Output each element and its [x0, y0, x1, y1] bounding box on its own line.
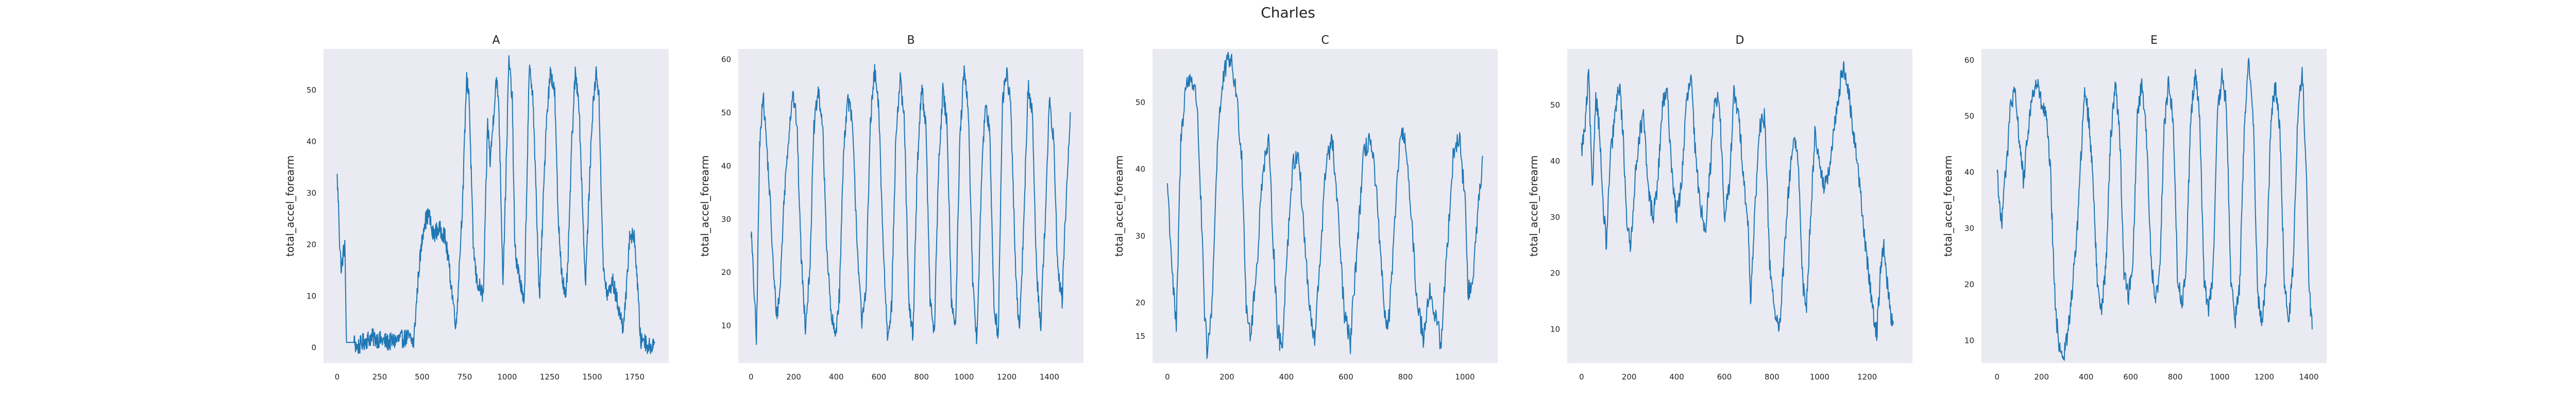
y-tick-label: 40 — [307, 137, 316, 146]
y-tick-label: 20 — [1550, 269, 1560, 278]
x-tick-label: 600 — [2123, 372, 2138, 382]
x-tick-label: 400 — [829, 372, 844, 382]
x-tick-label: 200 — [2034, 372, 2049, 382]
series-line — [1581, 61, 1894, 341]
y-axis-label: total_accel_forearm — [699, 156, 711, 257]
y-tick-label: 20 — [1964, 280, 1974, 289]
x-tick-label: 200 — [786, 372, 801, 382]
series-line — [1166, 51, 1484, 359]
x-tick-label: 1400 — [2299, 372, 2318, 382]
y-tick-label: 20 — [307, 240, 316, 249]
series-line — [750, 64, 1071, 345]
y-axis-label: total_accel_forearm — [1528, 156, 1540, 257]
y-tick-label: 50 — [721, 108, 731, 117]
y-tick-label: 10 — [721, 321, 731, 331]
x-tick-label: 1000 — [497, 372, 517, 382]
y-tick-label: 20 — [721, 268, 731, 277]
y-tick-label: 30 — [307, 188, 316, 198]
y-tick-label: 60 — [721, 55, 731, 64]
y-tick-label: 40 — [1136, 165, 1145, 174]
y-tick-label: 40 — [1550, 157, 1560, 166]
subplot-title: E — [2150, 34, 2158, 47]
x-tick-label: 400 — [1669, 372, 1684, 382]
subplot-title: B — [907, 34, 914, 47]
x-tick-label: 1200 — [997, 372, 1016, 382]
x-tick-label: 250 — [372, 372, 387, 382]
x-tick-label: 800 — [914, 372, 929, 382]
x-tick-label: 600 — [1338, 372, 1353, 382]
x-tick-label: 400 — [2079, 372, 2094, 382]
y-axis-label: total_accel_forearm — [284, 156, 296, 257]
x-tick-label: 1400 — [1040, 372, 1059, 382]
series-line — [336, 55, 655, 354]
y-tick-label: 10 — [1550, 325, 1560, 334]
subplot-c: C 0 200 400 600 800 1000 15 20 30 40 50 total_accel_… — [1113, 34, 1498, 382]
x-tick-label: 1750 — [625, 372, 645, 382]
y-tick-label: 30 — [1964, 224, 1974, 233]
x-tick-label: 400 — [1279, 372, 1294, 382]
x-tick-label: 0 — [749, 372, 754, 382]
subplot-a: A 0 250 500 750 1000 1250 1500 1750 0 10 20 30 40 50 to… — [284, 34, 669, 382]
y-tick-label: 30 — [1550, 213, 1560, 222]
x-tick-label: 1500 — [582, 372, 602, 382]
y-tick-label: 60 — [1964, 56, 1974, 65]
y-tick-label: 50 — [307, 85, 316, 95]
figure-title: Charles — [1261, 4, 1315, 21]
x-tick-label: 200 — [1219, 372, 1234, 382]
x-tick-label: 800 — [1398, 372, 1413, 382]
x-tick-label: 200 — [1622, 372, 1637, 382]
x-tick-label: 1000 — [2210, 372, 2229, 382]
y-tick-label: 40 — [721, 161, 731, 170]
x-tick-label: 1200 — [2255, 372, 2274, 382]
y-tick-label: 30 — [1136, 231, 1145, 240]
x-tick-label: 0 — [1165, 372, 1170, 382]
x-tick-label: 1000 — [1810, 372, 1829, 382]
x-tick-label: 1200 — [1857, 372, 1877, 382]
plot-area — [1981, 49, 2327, 363]
x-tick-label: 1000 — [954, 372, 974, 382]
y-tick-label: 50 — [1964, 112, 1974, 121]
x-tick-label: 0 — [335, 372, 340, 382]
series-line — [1996, 58, 2313, 361]
x-tick-label: 600 — [872, 372, 887, 382]
subplot-title: C — [1321, 34, 1329, 47]
subplot-title: A — [492, 34, 500, 47]
plot-area — [324, 49, 669, 363]
plot-area — [1153, 49, 1498, 363]
y-axis-label: total_accel_forearm — [1113, 156, 1125, 257]
x-tick-label: 1000 — [1455, 372, 1475, 382]
subplot-e: E 0 200 400 600 800 1000 1200 1400 10 20 30 40 50 60 to… — [1942, 34, 2327, 382]
subplot-b: B 0 200 400 600 800 1000 1200 1400 10 20 30 40 50 60 to… — [699, 34, 1083, 382]
x-tick-label: 600 — [1717, 372, 1732, 382]
y-tick-label: 30 — [721, 215, 731, 224]
x-tick-label: 0 — [1579, 372, 1584, 382]
subplot-d: D 0 200 400 600 800 1000 1200 10 20 30 40 50 total_ac… — [1528, 34, 1912, 382]
x-tick-label: 500 — [415, 372, 430, 382]
x-tick-label: 750 — [457, 372, 472, 382]
y-tick-label: 40 — [1964, 168, 1974, 177]
x-tick-label: 800 — [1765, 372, 1780, 382]
plot-area — [1567, 49, 1912, 363]
y-tick-label: 15 — [1136, 332, 1145, 341]
x-tick-label: 0 — [1994, 372, 1999, 382]
x-tick-label: 1250 — [540, 372, 560, 382]
x-tick-label: 800 — [2168, 372, 2183, 382]
y-tick-label: 10 — [307, 291, 316, 301]
y-axis-label: total_accel_forearm — [1942, 156, 1954, 257]
subplot-title: D — [1736, 34, 1744, 47]
y-tick-label: 0 — [311, 343, 316, 352]
y-tick-label: 50 — [1136, 98, 1145, 107]
y-tick-label: 20 — [1136, 298, 1145, 307]
y-tick-label: 10 — [1964, 336, 1974, 345]
y-tick-label: 50 — [1550, 100, 1560, 110]
